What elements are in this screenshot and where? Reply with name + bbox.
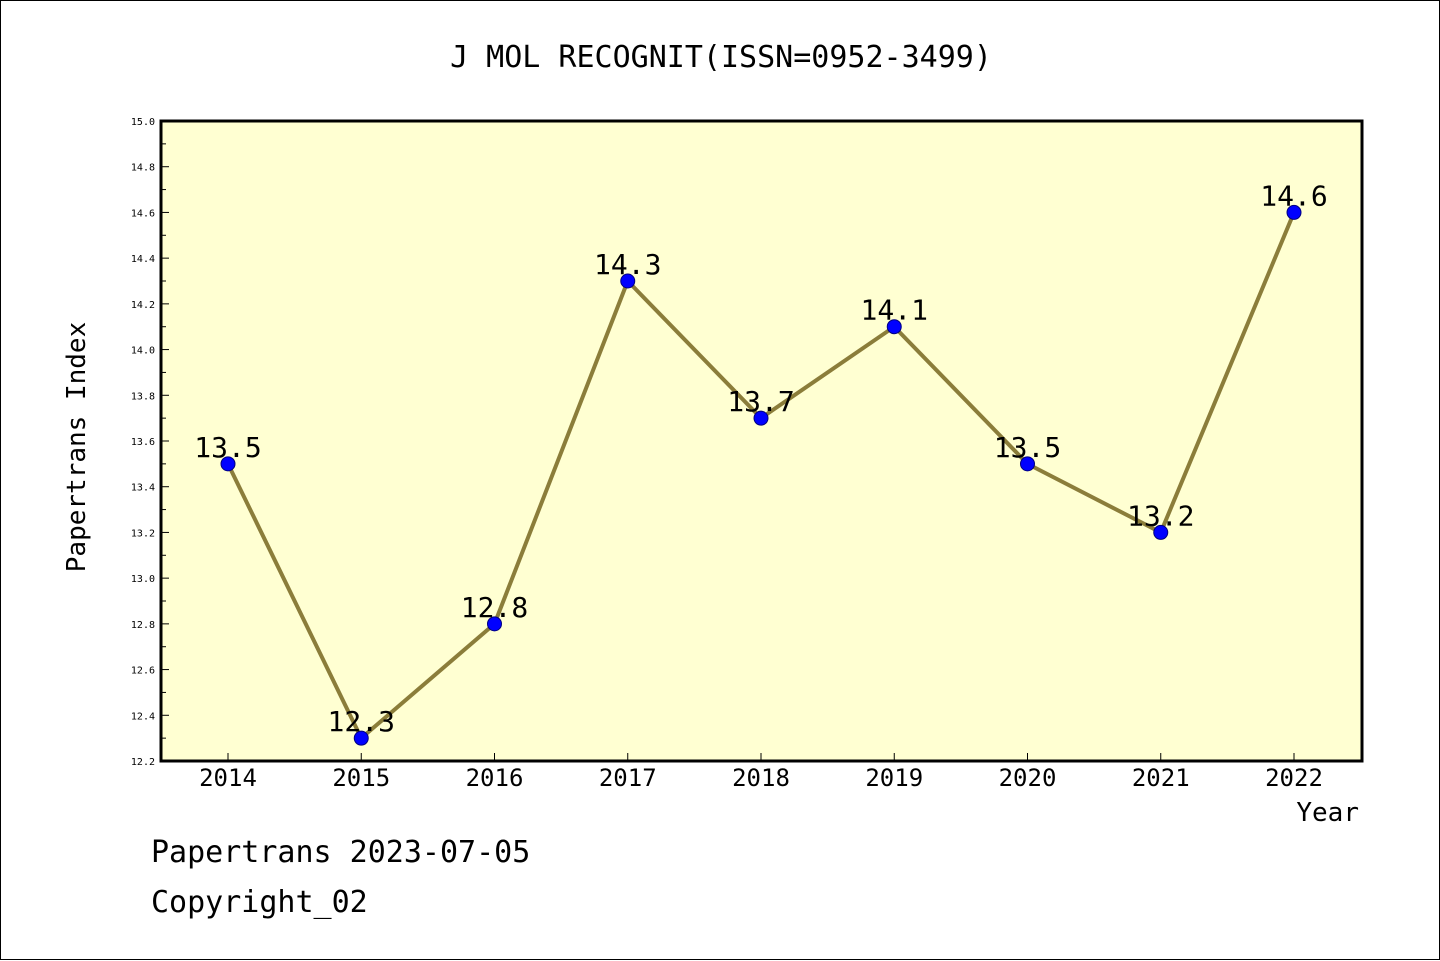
x-axis-ticks: 2014 2015 2016 2017 2018 2019 2020 2021 2022 (199, 753, 1323, 792)
data-point-marker (1286, 204, 1302, 220)
y-tick-label: 14.8 (131, 163, 155, 174)
x-tick-label: 2015 (332, 764, 390, 792)
data-label: 13.5 (994, 431, 1061, 464)
data-point-marker (620, 273, 636, 289)
y-tick-label: 13.0 (131, 574, 155, 585)
x-tick-label: 2022 (1265, 764, 1323, 792)
x-tick-label: 2017 (599, 764, 657, 792)
x-axis-label: Year (1296, 798, 1359, 828)
x-tick-label: 2020 (999, 764, 1057, 792)
data-point-marker (1153, 524, 1169, 540)
data-point-marker (220, 456, 236, 472)
y-tick-label: 12.6 (131, 666, 155, 677)
data-point-marker (886, 319, 902, 335)
data-label: 13.7 (727, 385, 794, 418)
y-tick-label: 12.2 (131, 757, 155, 768)
y-tick-label: 14.4 (131, 254, 155, 265)
y-tick-label: 12.4 (131, 711, 155, 722)
y-tick-label: 13.2 (131, 528, 155, 539)
data-label: 14.6 (1260, 179, 1327, 212)
series-line-group (220, 204, 1302, 746)
data-point-marker (1020, 456, 1035, 472)
data-label: 14.1 (861, 294, 928, 327)
data-label: 13.2 (1127, 499, 1194, 532)
data-label: 13.5 (194, 431, 261, 464)
data-point-marker (487, 616, 502, 632)
y-tick-label: 12.8 (131, 620, 155, 631)
y-tick-label: 14.6 (131, 208, 155, 219)
x-tick-label: 2014 (199, 764, 257, 792)
data-labels-group: 13.5 12.3 12.8 14.3 13.7 14.1 13.5 13.2 14.6 (194, 179, 1327, 738)
y-tick-label: 13.4 (131, 483, 155, 494)
footer-date-text: Papertrans 2023-07-05 (151, 835, 531, 870)
y-tick-label: 14.2 (131, 300, 155, 311)
data-label: 12.8 (461, 591, 528, 624)
y-tick-label: 15.0 (131, 117, 155, 128)
plot-area (159, 119, 1364, 763)
y-axis-ticks: 12.2 12.4 12.6 12.8 13.0 13.2 13.4 13.6 13.8 14.0… (131, 117, 169, 768)
x-tick-label: 2016 (466, 764, 524, 792)
chart-title: J MOL RECOGNIT(ISSN=0952-3499) (450, 40, 992, 75)
footer-copyright-text: Copyright_02 (151, 885, 368, 920)
data-label: 12.3 (328, 705, 395, 738)
x-tick-label: 2021 (1132, 764, 1190, 792)
data-point-marker (353, 730, 369, 746)
y-tick-label: 13.6 (131, 437, 155, 448)
y-tick-label: 14.0 (131, 346, 155, 357)
x-tick-label: 2019 (865, 764, 923, 792)
data-point-marker (753, 410, 769, 426)
data-label: 14.3 (594, 248, 661, 281)
y-tick-label: 13.8 (131, 391, 155, 402)
x-tick-label: 2018 (732, 764, 790, 792)
y-axis-label: Papertrans Index (62, 322, 92, 572)
